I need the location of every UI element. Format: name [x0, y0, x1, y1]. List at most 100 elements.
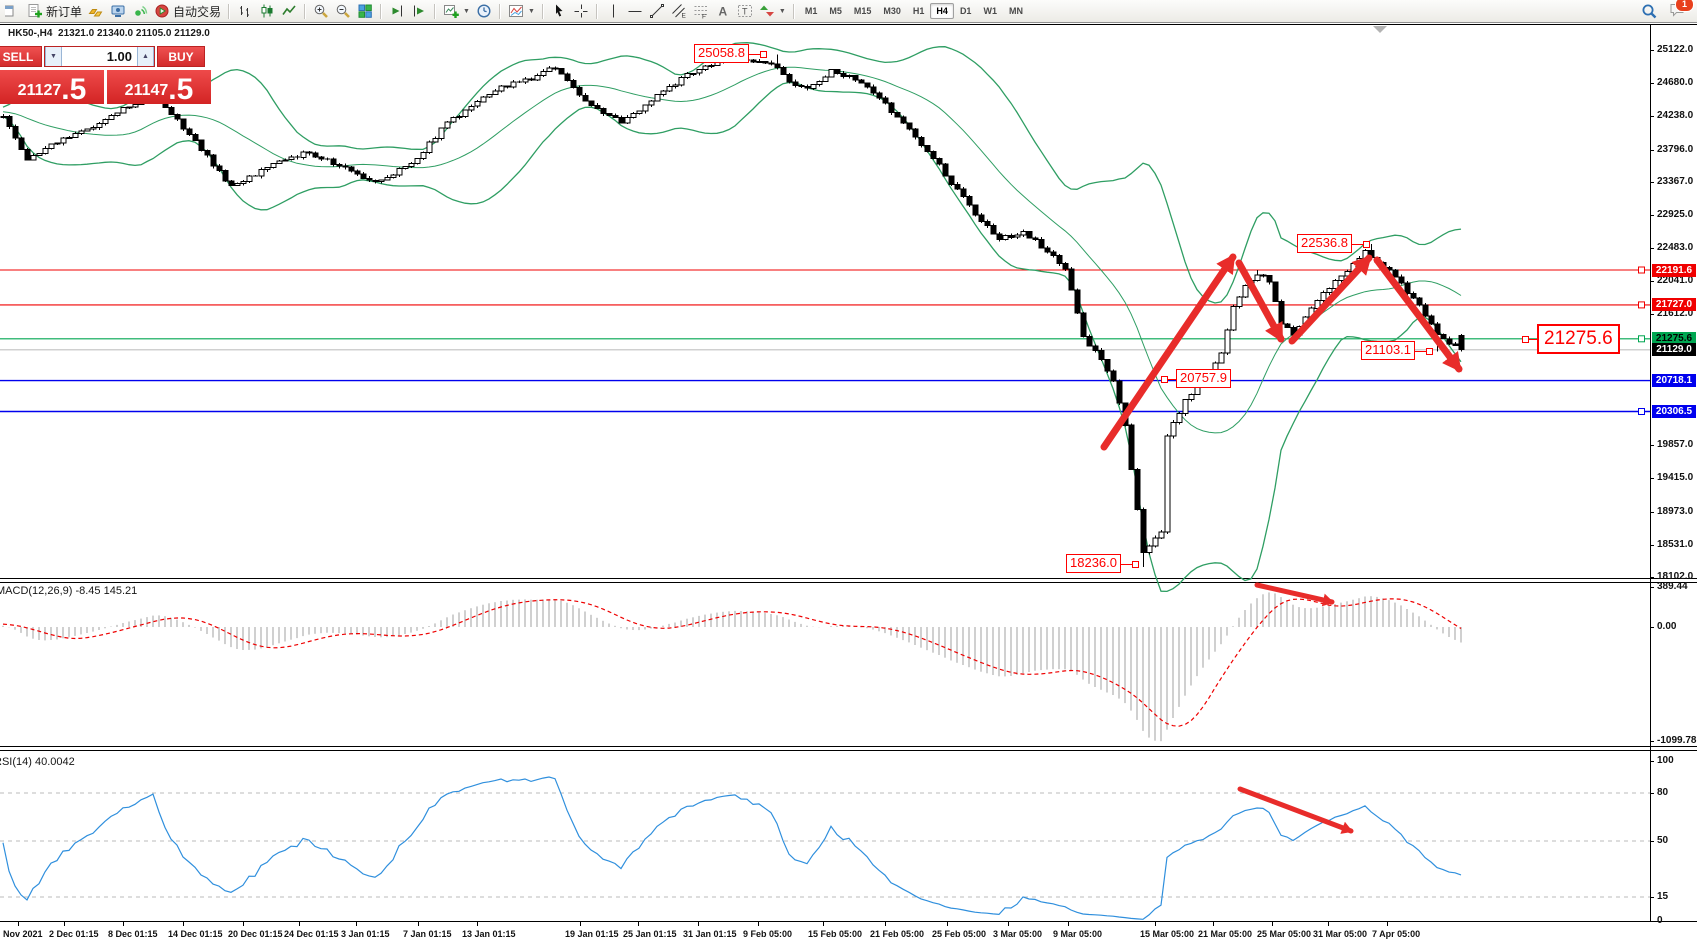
time-label: 20 Dec 01:15 — [228, 929, 283, 939]
trend-arrow — [1373, 256, 1463, 373]
accounts-button[interactable] — [107, 1, 129, 21]
sell-button[interactable]: SELL — [0, 46, 42, 67]
candlestick-chart-icon — [259, 3, 275, 19]
new-order-icon — [27, 3, 43, 19]
axis-label: 19415.0 — [1657, 472, 1694, 484]
sell-price[interactable]: 21127.5 — [0, 70, 104, 105]
signal-button[interactable] — [129, 1, 151, 21]
trend-arrow — [1254, 582, 1335, 607]
timeframe-w1[interactable]: W1 — [983, 6, 997, 16]
fibonacci-button[interactable]: F — [690, 1, 712, 21]
rsi-label: RSI(14) 40.0042 — [0, 756, 75, 768]
trend-arrow — [1100, 253, 1237, 451]
toolbar-divider — [304, 3, 307, 19]
auto-scroll-icon — [389, 3, 405, 19]
new-order-button[interactable]: 新订单 — [24, 1, 85, 21]
axis-label: 22041.0 — [1657, 275, 1694, 287]
macd-histogram — [2, 592, 1462, 742]
text-button[interactable]: A — [712, 1, 734, 21]
gold-icon — [88, 3, 104, 19]
cursor-icon — [551, 3, 567, 19]
annotation-anchor[interactable] — [1132, 560, 1139, 568]
axis-label: 389.44 — [1657, 580, 1688, 592]
timeframe-m5[interactable]: M5 — [829, 6, 842, 16]
auto-scroll-button[interactable] — [386, 1, 408, 21]
price-tag: 21129.0 — [1652, 343, 1696, 357]
cursor-button[interactable] — [548, 1, 570, 21]
timeframe-mn[interactable]: MN — [1008, 6, 1023, 16]
axis-label: 21612.0 — [1657, 307, 1694, 319]
annotation-anchor[interactable] — [1161, 375, 1168, 383]
template-button[interactable]: ▼ — [505, 1, 538, 21]
timeframe-d1[interactable]: D1 — [959, 6, 972, 16]
fibonacci-icon: F — [693, 3, 709, 19]
channel-button[interactable]: E — [668, 1, 690, 21]
text-label-icon: T — [737, 3, 753, 19]
time-label: 21 Mar 05:00 — [1198, 929, 1253, 939]
zoom-in-button[interactable] — [310, 1, 332, 21]
candlestick-chart-button[interactable] — [256, 1, 278, 21]
trend-arrow — [1288, 254, 1373, 345]
line-chart-button[interactable] — [278, 1, 300, 21]
annotation-anchor[interactable] — [1426, 347, 1433, 355]
annotation-anchor[interactable] — [760, 50, 767, 58]
time-label: 19 Jan 01:15 — [565, 929, 619, 939]
zoom-out-button[interactable] — [332, 1, 354, 21]
shapes-button[interactable]: ▼ — [756, 1, 789, 21]
price-annotation[interactable]: 22536.8 — [1297, 234, 1352, 253]
chat-button[interactable]: 1 — [1669, 0, 1694, 22]
svg-text:T: T — [742, 7, 748, 17]
timeframe-h1[interactable]: H1 — [912, 6, 925, 16]
time-label: 25 Jan 01:15 — [623, 929, 677, 939]
price-annotation[interactable]: 21103.1 — [1361, 341, 1416, 360]
axis-label: 80 — [1657, 787, 1669, 798]
svg-text:F: F — [702, 14, 706, 20]
window-button[interactable] — [2, 1, 24, 21]
volume-increase-button[interactable]: ▲ — [137, 47, 154, 66]
price-annotation[interactable]: 20757.9 — [1176, 369, 1231, 388]
autotrade-button[interactable]: 自动交易 — [151, 1, 224, 21]
gold-button[interactable] — [85, 1, 107, 21]
price-annotation[interactable]: 25058.8 — [694, 44, 749, 63]
time-label: 2 Dec 01:15 — [49, 929, 99, 939]
annotation-connector — [1415, 350, 1427, 352]
bar-chart-button[interactable] — [234, 1, 256, 21]
axis-label: 15 — [1657, 891, 1669, 902]
tile-windows-button[interactable] — [354, 1, 376, 21]
price-tag: 22191.6 — [1652, 263, 1696, 277]
price-tag: 21727.0 — [1652, 298, 1696, 312]
annotation-anchor[interactable] — [1363, 240, 1370, 248]
time-label: 9 Mar 05:00 — [1053, 929, 1103, 939]
time-label: 31 Jan 01:15 — [683, 929, 737, 939]
axis-label: 24238.0 — [1657, 110, 1694, 122]
buy-price[interactable]: 21147.5 — [107, 70, 211, 105]
chart-shift-button[interactable] — [408, 1, 430, 21]
trendline-button[interactable] — [646, 1, 668, 21]
new-chart-button[interactable]: ▼ — [440, 1, 473, 21]
time-label: 24 Dec 01:15 — [284, 929, 339, 939]
text-label-button[interactable]: T — [734, 1, 756, 21]
crosshair-button[interactable] — [570, 1, 592, 21]
timeframe-m30[interactable]: M30 — [883, 6, 901, 16]
price-annotation[interactable]: 18236.0 — [1066, 554, 1121, 573]
volume-decrease-button[interactable]: ▼ — [45, 47, 62, 66]
symbol-ohlc: 21321.0 21340.0 21105.0 21129.0 — [58, 28, 210, 39]
price-annotation[interactable]: 21275.6 — [1537, 324, 1620, 354]
volume-value[interactable]: 1.00 — [106, 49, 132, 64]
vertical-line-button[interactable] — [602, 1, 624, 21]
search-icon[interactable] — [1641, 3, 1657, 19]
zoom-in-icon — [313, 3, 329, 19]
buy-button[interactable]: BUY — [157, 46, 205, 67]
toolbar-divider — [595, 3, 598, 19]
toolbar-buttons: 新订单 自动交易 ▼ ▼ E F A T ▼ — [2, 0, 799, 22]
autotrade-icon — [154, 3, 170, 19]
symbol-name: HK50-,H4 — [8, 28, 53, 39]
clock-button[interactable] — [473, 1, 495, 21]
timeframe-m1[interactable]: M1 — [804, 6, 818, 16]
horizontal-line-button[interactable] — [624, 1, 646, 21]
timeframe-h4[interactable]: H4 — [930, 3, 954, 19]
price-tag: 20718.1 — [1652, 374, 1696, 388]
annotation-anchor[interactable] — [1522, 336, 1529, 343]
timeframe-m15[interactable]: M15 — [853, 6, 872, 16]
